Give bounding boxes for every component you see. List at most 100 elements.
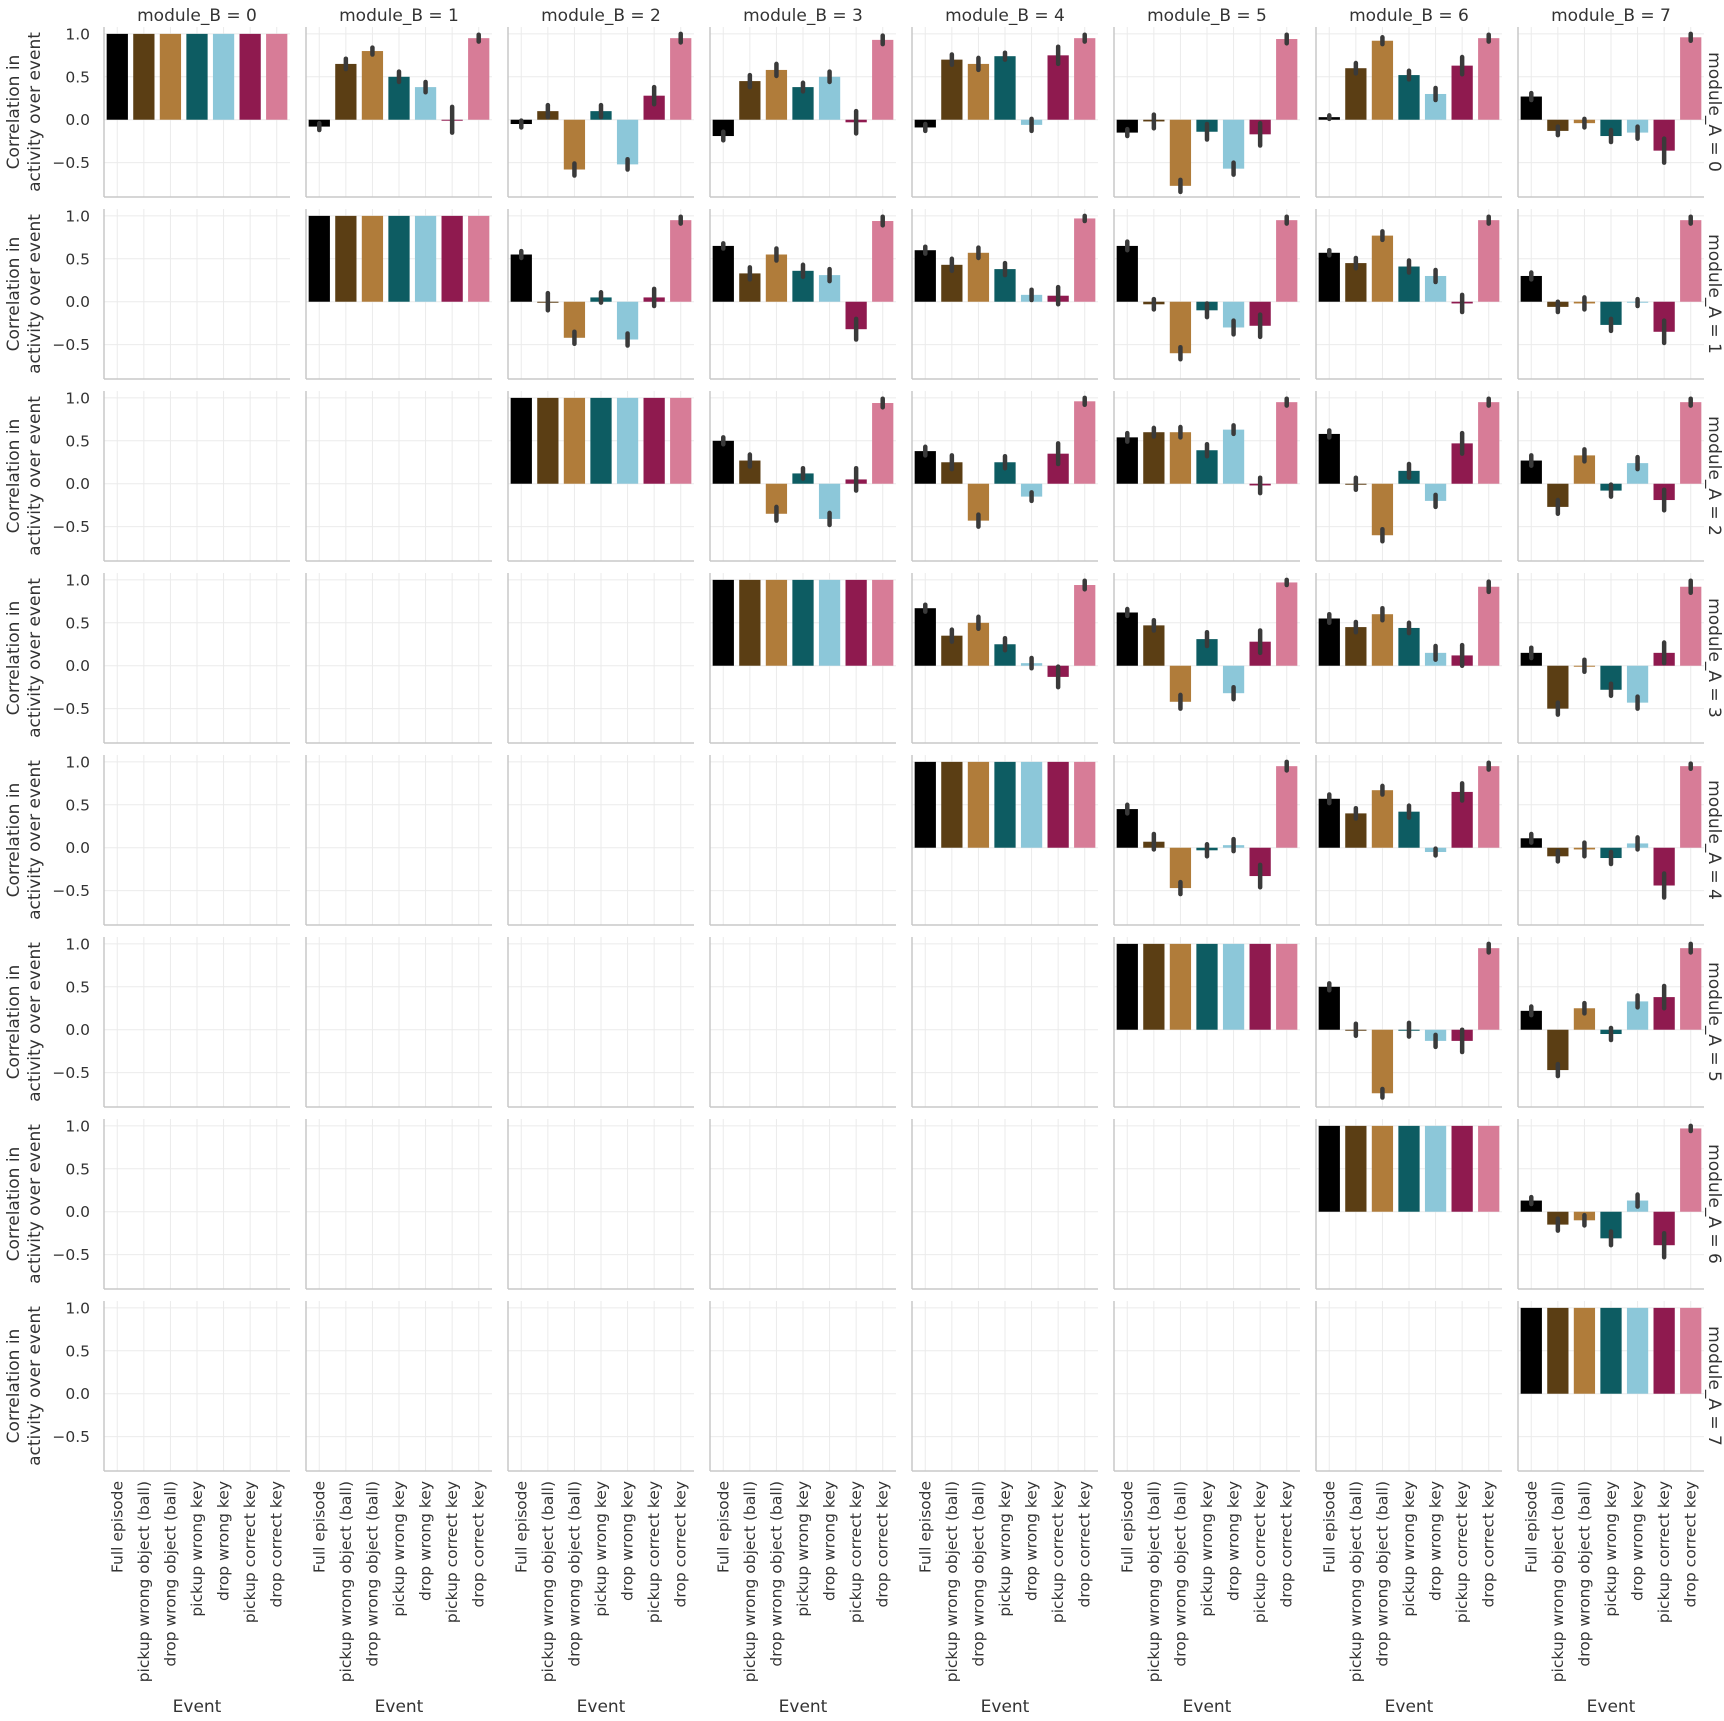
panel-r2-c1	[305, 391, 492, 562]
bar	[106, 33, 128, 120]
panel-r1-c4	[911, 209, 1098, 380]
x-tick-label: drop correct key	[1480, 1481, 1498, 1607]
bar	[1398, 1125, 1420, 1212]
y-axis-title-line2: activity over event	[25, 32, 45, 192]
panel-r5-c5	[1113, 937, 1300, 1108]
bar	[1520, 460, 1542, 484]
bar	[712, 119, 734, 137]
bar	[792, 87, 814, 120]
bar	[510, 397, 532, 484]
bar	[563, 301, 586, 338]
panel-r1-c0	[103, 209, 290, 380]
row-title: module_A = 7	[1704, 1326, 1724, 1446]
bar	[739, 81, 761, 120]
bar	[468, 38, 490, 120]
x-tick-label: drop correct key	[268, 1481, 286, 1607]
row-title: module_A = 6	[1704, 1144, 1724, 1264]
panel-r3-c7	[1517, 573, 1704, 744]
bar	[1345, 627, 1367, 666]
y-tick-label: −0.5	[52, 1246, 90, 1264]
bar	[1680, 220, 1702, 302]
x-tick-label: pickup correct key	[1251, 1481, 1269, 1623]
bar	[1653, 1307, 1675, 1394]
panels-layer	[103, 27, 1704, 1472]
x-tick-label: drop wrong object (ball)	[363, 1481, 381, 1667]
bar	[712, 440, 734, 484]
bar	[1600, 301, 1622, 325]
panel-r3-c1	[305, 573, 492, 744]
y-tick-label: −0.5	[52, 882, 90, 900]
panel-r2-c0	[103, 391, 290, 562]
y-tick-label: 1.0	[65, 389, 90, 407]
bar	[792, 270, 814, 302]
x-tick-label: Full episode	[512, 1481, 530, 1573]
bar	[941, 462, 963, 484]
row-title: module_A = 2	[1704, 416, 1724, 536]
x-tick-label: pickup correct key	[645, 1481, 663, 1623]
column-title: module_B = 2	[541, 6, 661, 26]
bar	[1143, 625, 1165, 666]
x-tick-label: drop wrong object (ball)	[565, 1481, 583, 1667]
bar	[967, 252, 990, 302]
x-tick-label: pickup correct key	[443, 1481, 461, 1623]
bar	[468, 215, 490, 302]
y-tick-label: 0.0	[65, 657, 90, 675]
bar	[1276, 402, 1298, 484]
x-tick-label: drop wrong key	[1023, 1481, 1041, 1601]
bar	[643, 397, 665, 484]
y-axis-title-line1: Correlation in	[4, 419, 24, 534]
bar	[616, 119, 639, 165]
panel-r6-c3	[709, 1119, 896, 1290]
y-tick-label: 0.0	[65, 1385, 90, 1403]
panel-r6-c4	[911, 1119, 1098, 1290]
bar	[1047, 761, 1069, 848]
bar	[1169, 943, 1192, 1030]
bar	[1222, 943, 1245, 1030]
bar	[765, 483, 788, 514]
panel-r0-c7	[1517, 27, 1704, 198]
y-tick-label: 1.0	[65, 207, 90, 225]
bar	[1680, 1307, 1702, 1394]
bar	[1345, 263, 1367, 302]
bar	[1116, 245, 1138, 302]
y-tick-label: 0.5	[65, 796, 90, 814]
y-tick-label: 1.0	[65, 935, 90, 953]
bar	[1626, 1307, 1649, 1394]
bar	[967, 483, 990, 521]
bar	[212, 33, 235, 120]
bar	[1222, 301, 1245, 328]
y-axis-title-line2: activity over event	[25, 942, 45, 1102]
x-tick-label: drop wrong object (ball)	[161, 1481, 179, 1667]
y-tick-label: −0.5	[52, 1064, 90, 1082]
bar	[133, 33, 155, 120]
panel-r7-c6	[1315, 1301, 1502, 1472]
panel-r3-c2	[507, 573, 694, 744]
bar	[1371, 40, 1394, 120]
y-axis-title-line1: Correlation in	[4, 1329, 24, 1444]
bar	[967, 622, 990, 666]
y-tick-label: −0.5	[52, 700, 90, 718]
bar	[1547, 1307, 1569, 1394]
panel-r0-c1	[305, 27, 492, 198]
bar	[1424, 93, 1447, 120]
bar	[1222, 429, 1245, 484]
y-axis-title-line2: activity over event	[25, 396, 45, 556]
x-axis-title: Event	[779, 1697, 828, 1717]
bar	[1600, 665, 1622, 690]
bar	[1451, 65, 1473, 120]
x-tick-label: drop correct key	[672, 1481, 690, 1607]
bar	[1371, 1125, 1394, 1212]
x-tick-label: Full episode	[714, 1481, 732, 1573]
y-tick-label: 0.0	[65, 839, 90, 857]
bar	[1424, 483, 1447, 501]
panel-r6-c7	[1517, 1119, 1704, 1290]
x-tick-label: drop wrong object (ball)	[969, 1481, 987, 1667]
bar	[1222, 119, 1245, 169]
panel-r4-c3	[709, 755, 896, 926]
panel-r1-c7	[1517, 209, 1704, 380]
panel-r0-c5	[1113, 27, 1300, 198]
x-tick-label: Full episode	[916, 1481, 934, 1573]
panel-r1-c2	[507, 209, 694, 380]
bar	[1680, 1128, 1702, 1212]
y-tick-label: 0.0	[65, 1203, 90, 1221]
